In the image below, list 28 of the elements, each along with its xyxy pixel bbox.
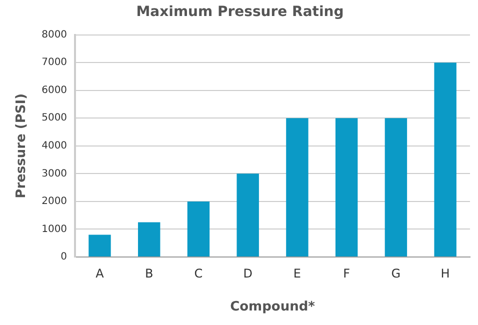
y-tick-label: 2000 [42, 196, 68, 208]
bar [286, 118, 308, 256]
y-tick-label: 0 [60, 252, 68, 263]
y-tick-label: 8000 [42, 29, 68, 40]
bar [434, 62, 456, 256]
y-tick-label: 6000 [42, 84, 68, 96]
bar [335, 118, 358, 256]
y-tick-label: 3000 [42, 168, 68, 180]
chart-title: Maximum Pressure Rating [136, 4, 344, 20]
x-tick-label: E [293, 266, 302, 280]
y-tick-label: 7000 [42, 57, 68, 68]
y-tick-label: 5000 [42, 112, 68, 124]
bar [384, 118, 408, 256]
y-axis-title: Pressure (PSI) [14, 93, 30, 198]
bar [138, 222, 160, 256]
bar [187, 201, 210, 256]
x-tick-label: F [343, 266, 350, 280]
x-tick-label: G [391, 266, 401, 280]
x-tick-label: C [194, 266, 203, 280]
bar [88, 234, 111, 256]
x-tick-label: H [440, 266, 450, 280]
x-tick-label: B [144, 266, 154, 280]
bar [236, 174, 259, 256]
x-tick-label: A [96, 266, 105, 280]
x-tick-label: D [243, 266, 252, 280]
x-axis-title: Compound* [230, 300, 316, 315]
y-tick-label: 1000 [42, 224, 68, 235]
y-tick-label: 4000 [42, 140, 68, 152]
